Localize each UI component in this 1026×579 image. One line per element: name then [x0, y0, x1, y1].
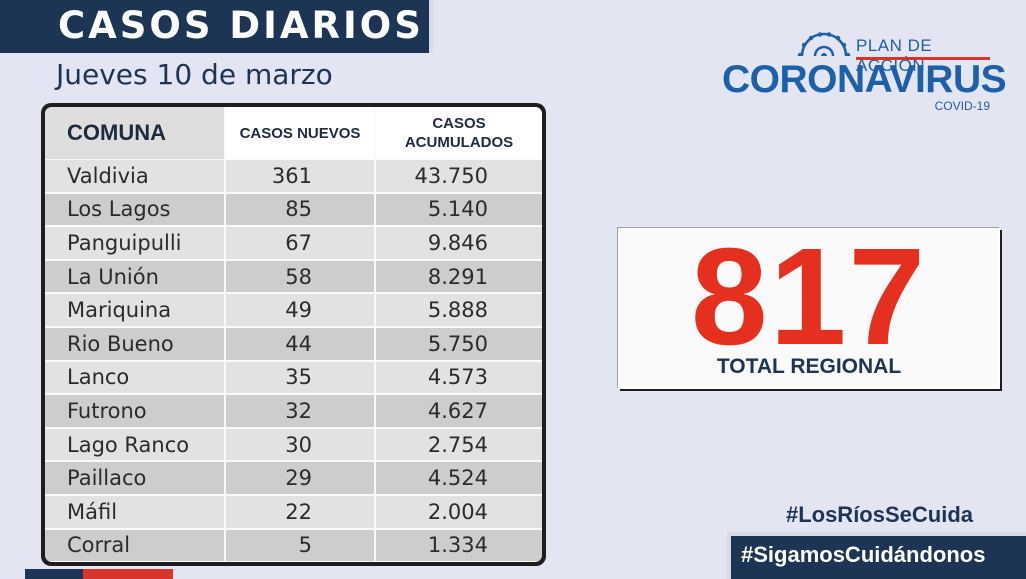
cell-acumulados: 1.334	[376, 529, 542, 562]
hashtag-los-rios: #LosRíosSeCuida	[785, 502, 973, 527]
cell-comuna: Los Lagos	[45, 193, 224, 226]
cell-acumulados: 2.004	[376, 495, 542, 528]
cell-nuevos: 85	[226, 193, 374, 226]
cell-nuevos: 29	[226, 462, 374, 494]
cell-acumulados: 8.291	[376, 260, 542, 293]
table-header: COMUNA CASOS NUEVOS CASOS ACUMULADOS	[45, 107, 542, 159]
table-row: Corral 5 1.334	[45, 529, 542, 562]
cell-comuna: Lago Ranco	[45, 428, 224, 461]
table-row: Lago Ranco 30 2.754	[45, 428, 542, 462]
cases-table-inner: COMUNA CASOS NUEVOS CASOS ACUMULADOS Val…	[45, 107, 542, 562]
cell-acumulados: 43.750	[376, 160, 542, 192]
table-row: Paillaco 29 4.524	[45, 461, 542, 495]
table-row: Máfil 22 2.004	[45, 495, 542, 529]
cell-comuna: Lanco	[45, 361, 224, 394]
header-casos-acumulados: CASOS ACUMULADOS	[376, 107, 542, 159]
table-row: Rio Bueno 44 5.750	[45, 327, 542, 361]
cell-acumulados: 5.140	[376, 193, 542, 226]
cell-nuevos: 361	[226, 160, 374, 192]
cell-nuevos: 32	[226, 395, 374, 427]
table-row: Valdivia 361 43.750	[45, 159, 542, 193]
cell-nuevos: 35	[226, 361, 374, 394]
cell-acumulados: 4.627	[376, 395, 542, 427]
cell-comuna: Futrono	[45, 395, 224, 427]
table-row: Panguipulli 67 9.846	[45, 226, 542, 260]
header-comuna: COMUNA	[45, 107, 224, 159]
total-regional-label: TOTAL REGIONAL	[716, 355, 902, 378]
logo-red-bar	[856, 57, 990, 60]
logo-main-text: CORONAVIRUS	[722, 58, 1007, 101]
header-acumulados-line2: ACUMULADOS	[404, 134, 514, 151]
date-subtitle: Jueves 10 de marzo	[56, 58, 333, 91]
cell-comuna: Máfil	[45, 495, 224, 528]
page-title: CASOS DIARIOS	[58, 4, 424, 47]
table-row: Lanco 35 4.573	[45, 361, 542, 395]
cell-acumulados: 9.846	[376, 227, 542, 259]
cell-acumulados: 4.573	[376, 361, 542, 394]
header-acumulados-line1: CASOS	[432, 115, 486, 132]
cell-nuevos: 22	[226, 495, 374, 528]
cell-comuna: Mariquina	[45, 294, 224, 326]
cell-comuna: Rio Bueno	[45, 327, 224, 360]
logo-top-text: PLAN DE ACCIÓN	[856, 36, 933, 75]
bottom-stripe-red	[83, 569, 173, 579]
table-row: La Unión 58 8.291	[45, 260, 542, 294]
cell-nuevos: 30	[226, 428, 374, 461]
cell-acumulados: 5.888	[376, 294, 542, 326]
cases-table: COMUNA CASOS NUEVOS CASOS ACUMULADOS Val…	[41, 103, 546, 566]
cell-nuevos: 5	[226, 529, 374, 562]
header-casos-nuevos: CASOS NUEVOS	[226, 107, 374, 159]
table-row: Futrono 32 4.627	[45, 394, 542, 428]
cell-comuna: Panguipulli	[45, 227, 224, 259]
cell-nuevos: 58	[226, 260, 374, 293]
cell-nuevos: 44	[226, 327, 374, 360]
cell-nuevos: 49	[226, 294, 374, 326]
title-banner: CASOS DIARIOS	[0, 0, 433, 53]
bottom-stripe-blue	[25, 569, 83, 579]
cell-comuna: La Unión	[45, 260, 224, 293]
hashtag-sigamos: #SigamosCuidándonos	[741, 542, 986, 567]
hashtag-banner: #SigamosCuidándonos	[727, 532, 1026, 579]
table-row: Mariquina 49 5.888	[45, 293, 542, 327]
total-regional-box: 817 TOTAL REGIONAL	[618, 220, 1000, 389]
virus-icon	[797, 32, 851, 56]
coronavirus-logo: PLAN DE ACCIÓN CORONAVIRUS COVID-19	[718, 28, 1007, 118]
cell-acumulados: 2.754	[376, 428, 542, 461]
cell-acumulados: 4.524	[376, 462, 542, 494]
table-body: Valdivia 361 43.750 Los Lagos 85 5.140 P…	[45, 159, 542, 562]
cell-comuna: Paillaco	[45, 462, 224, 494]
table-row: Los Lagos 85 5.140	[45, 193, 542, 227]
cell-comuna: Valdivia	[45, 160, 224, 192]
cell-nuevos: 67	[226, 227, 374, 259]
cell-comuna: Corral	[45, 529, 224, 562]
total-regional-value: 817	[690, 220, 928, 374]
logo-sub-text: COVID-19	[934, 99, 990, 113]
cell-acumulados: 5.750	[376, 327, 542, 360]
